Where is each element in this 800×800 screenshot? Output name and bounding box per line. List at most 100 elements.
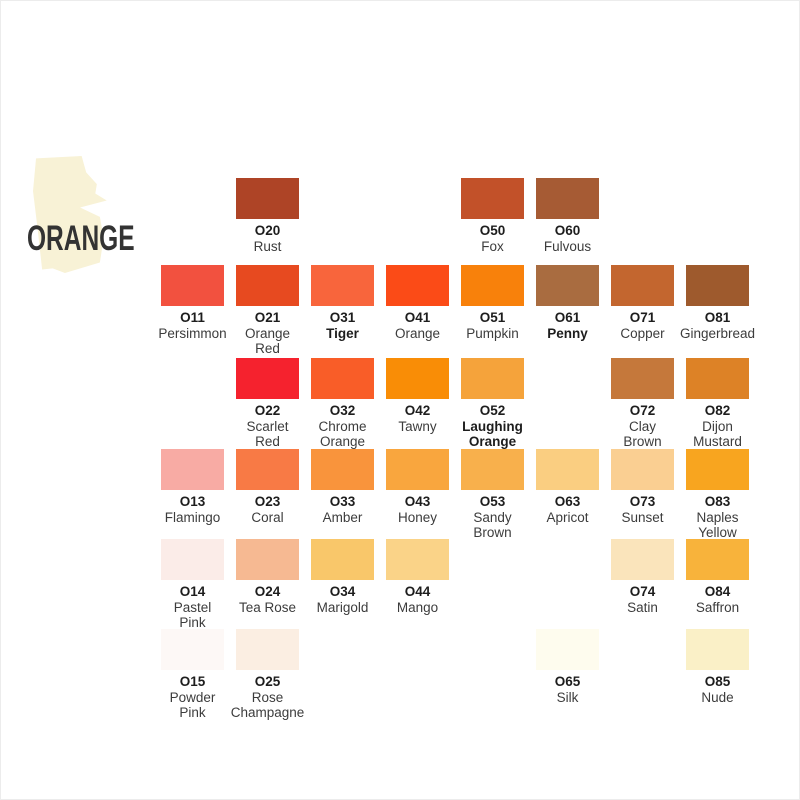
color-name: Rust <box>253 238 282 254</box>
color-swatch-O15 <box>161 629 224 670</box>
color-swatch-O13 <box>161 449 224 490</box>
color-code: O22 <box>254 403 281 418</box>
color-code: O41 <box>404 310 431 325</box>
swatch-cell-O53: O53 Sandy Brown <box>455 449 530 541</box>
color-name: Clay Brown <box>623 418 662 450</box>
color-name: Rose Champagne <box>230 689 305 721</box>
swatch-cell-O25: O25 Rose Champagne <box>230 629 305 724</box>
swatch-cell-O50: O50 Fox <box>455 178 530 265</box>
color-swatch-O71 <box>611 265 674 306</box>
swatch-cell-O52: O52 Laughing Orange <box>455 358 530 449</box>
color-code: O74 <box>629 584 656 599</box>
color-code: O23 <box>254 494 281 509</box>
color-swatch-O84 <box>686 539 749 580</box>
color-swatch-O23 <box>236 449 299 490</box>
color-swatch-O61 <box>536 265 599 306</box>
swatch-cell-O14: O14 Pastel Pink <box>155 539 230 631</box>
color-code: O73 <box>629 494 656 509</box>
color-name: Honey <box>397 509 438 525</box>
color-code: O11 <box>180 310 205 325</box>
swatch-cell-O15: O15 Powder Pink <box>155 629 230 724</box>
swatch-cell-O74: O74 Satin <box>605 539 680 629</box>
color-code: O72 <box>629 403 656 418</box>
color-name: Saffron <box>695 599 740 615</box>
color-code: O15 <box>179 674 206 689</box>
color-code: O52 <box>479 403 506 418</box>
swatch-cell-O23: O23 Coral <box>230 449 305 539</box>
color-name: Apricot <box>546 509 589 525</box>
color-code: O53 <box>479 494 506 509</box>
swatch-cell-O51: O51 Pumpkin <box>455 265 530 358</box>
color-code: O33 <box>329 494 356 509</box>
swatch-cell-O42: O42 Tawny <box>380 358 455 449</box>
color-swatch-O60 <box>536 178 599 219</box>
swatch-cell-O84: O84 Saffron <box>680 539 755 629</box>
swatch-cell-O43: O43 Honey <box>380 449 455 539</box>
color-code: O81 <box>704 310 731 325</box>
swatch-cell-O65: O65 Silk <box>530 629 605 724</box>
swatch-cell-O63: O63 Apricot <box>530 449 605 539</box>
color-code: O20 <box>254 223 281 238</box>
color-name: Orange <box>394 325 441 341</box>
color-swatch-O44 <box>386 539 449 580</box>
color-name: Sandy Brown <box>473 509 512 541</box>
color-name: Mango <box>396 599 439 615</box>
color-name: Copper <box>620 325 665 341</box>
color-name: Persimmon <box>158 325 227 341</box>
color-swatch-O72 <box>611 358 674 399</box>
color-name: Dijon Mustard <box>693 418 742 450</box>
swatch-cell-O73: O73 Sunset <box>605 449 680 539</box>
color-name: Satin <box>627 599 658 615</box>
color-name: Nude <box>701 689 734 705</box>
color-name: Pastel Pink <box>173 599 212 631</box>
swatch-cell-O41: O41 Orange <box>380 265 455 358</box>
color-code: O61 <box>554 310 581 325</box>
color-swatch-O53 <box>461 449 524 490</box>
color-code: O82 <box>704 403 731 418</box>
color-code: O60 <box>554 223 581 238</box>
swatch-cell-O83: O83 Naples Yellow <box>680 449 755 540</box>
color-swatch-O31 <box>311 265 374 306</box>
color-name: Silk <box>556 689 579 705</box>
swatch-cell-O21: O21 Orange Red <box>230 265 305 358</box>
color-code: O50 <box>479 223 506 238</box>
color-name: Tea Rose <box>238 599 297 615</box>
swatch-cell-O61: O61 Penny <box>530 265 605 358</box>
color-swatch-O63 <box>536 449 599 490</box>
swatch-cell-O20: O20 Rust <box>230 178 305 265</box>
color-swatch-O85 <box>686 629 749 670</box>
color-code: O24 <box>254 584 281 599</box>
swatch-cell-O85: O85 Nude <box>680 629 755 724</box>
color-swatch-O50 <box>461 178 524 219</box>
color-name: Amber <box>322 509 363 525</box>
color-swatch-O25 <box>236 629 299 670</box>
color-code: O84 <box>704 584 731 599</box>
swatch-cell-O81: O81 Gingerbread <box>680 265 755 358</box>
color-code: O83 <box>704 494 731 509</box>
color-name: Sunset <box>621 509 664 525</box>
color-name: Scarlet Red <box>246 418 289 450</box>
color-code: O13 <box>179 494 206 509</box>
color-name: Fox <box>481 238 504 254</box>
swatch-cell-O32: O32 Chrome Orange <box>305 358 380 449</box>
color-swatch-O32 <box>311 358 374 399</box>
color-swatch-O42 <box>386 358 449 399</box>
color-code: O65 <box>554 674 581 689</box>
swatch-cell-O44: O44 Mango <box>380 539 455 629</box>
color-code: O32 <box>329 403 356 418</box>
color-code: O31 <box>329 310 356 325</box>
color-swatch-O22 <box>236 358 299 399</box>
color-name: Coral <box>251 509 284 525</box>
color-name: Flamingo <box>164 509 221 525</box>
color-name: Pumpkin <box>466 325 519 341</box>
color-swatch-O52 <box>461 358 524 399</box>
page-title: ORANGE <box>27 219 135 258</box>
color-swatch-O51 <box>461 265 524 306</box>
color-code: O85 <box>704 674 731 689</box>
color-swatch-O81 <box>686 265 749 306</box>
color-name: Penny <box>547 325 588 341</box>
swatch-cell-O72: O72 Clay Brown <box>605 358 680 449</box>
swatch-cell-O60: O60 Fulvous <box>530 178 605 265</box>
color-code: O71 <box>629 310 656 325</box>
color-swatch-O82 <box>686 358 749 399</box>
